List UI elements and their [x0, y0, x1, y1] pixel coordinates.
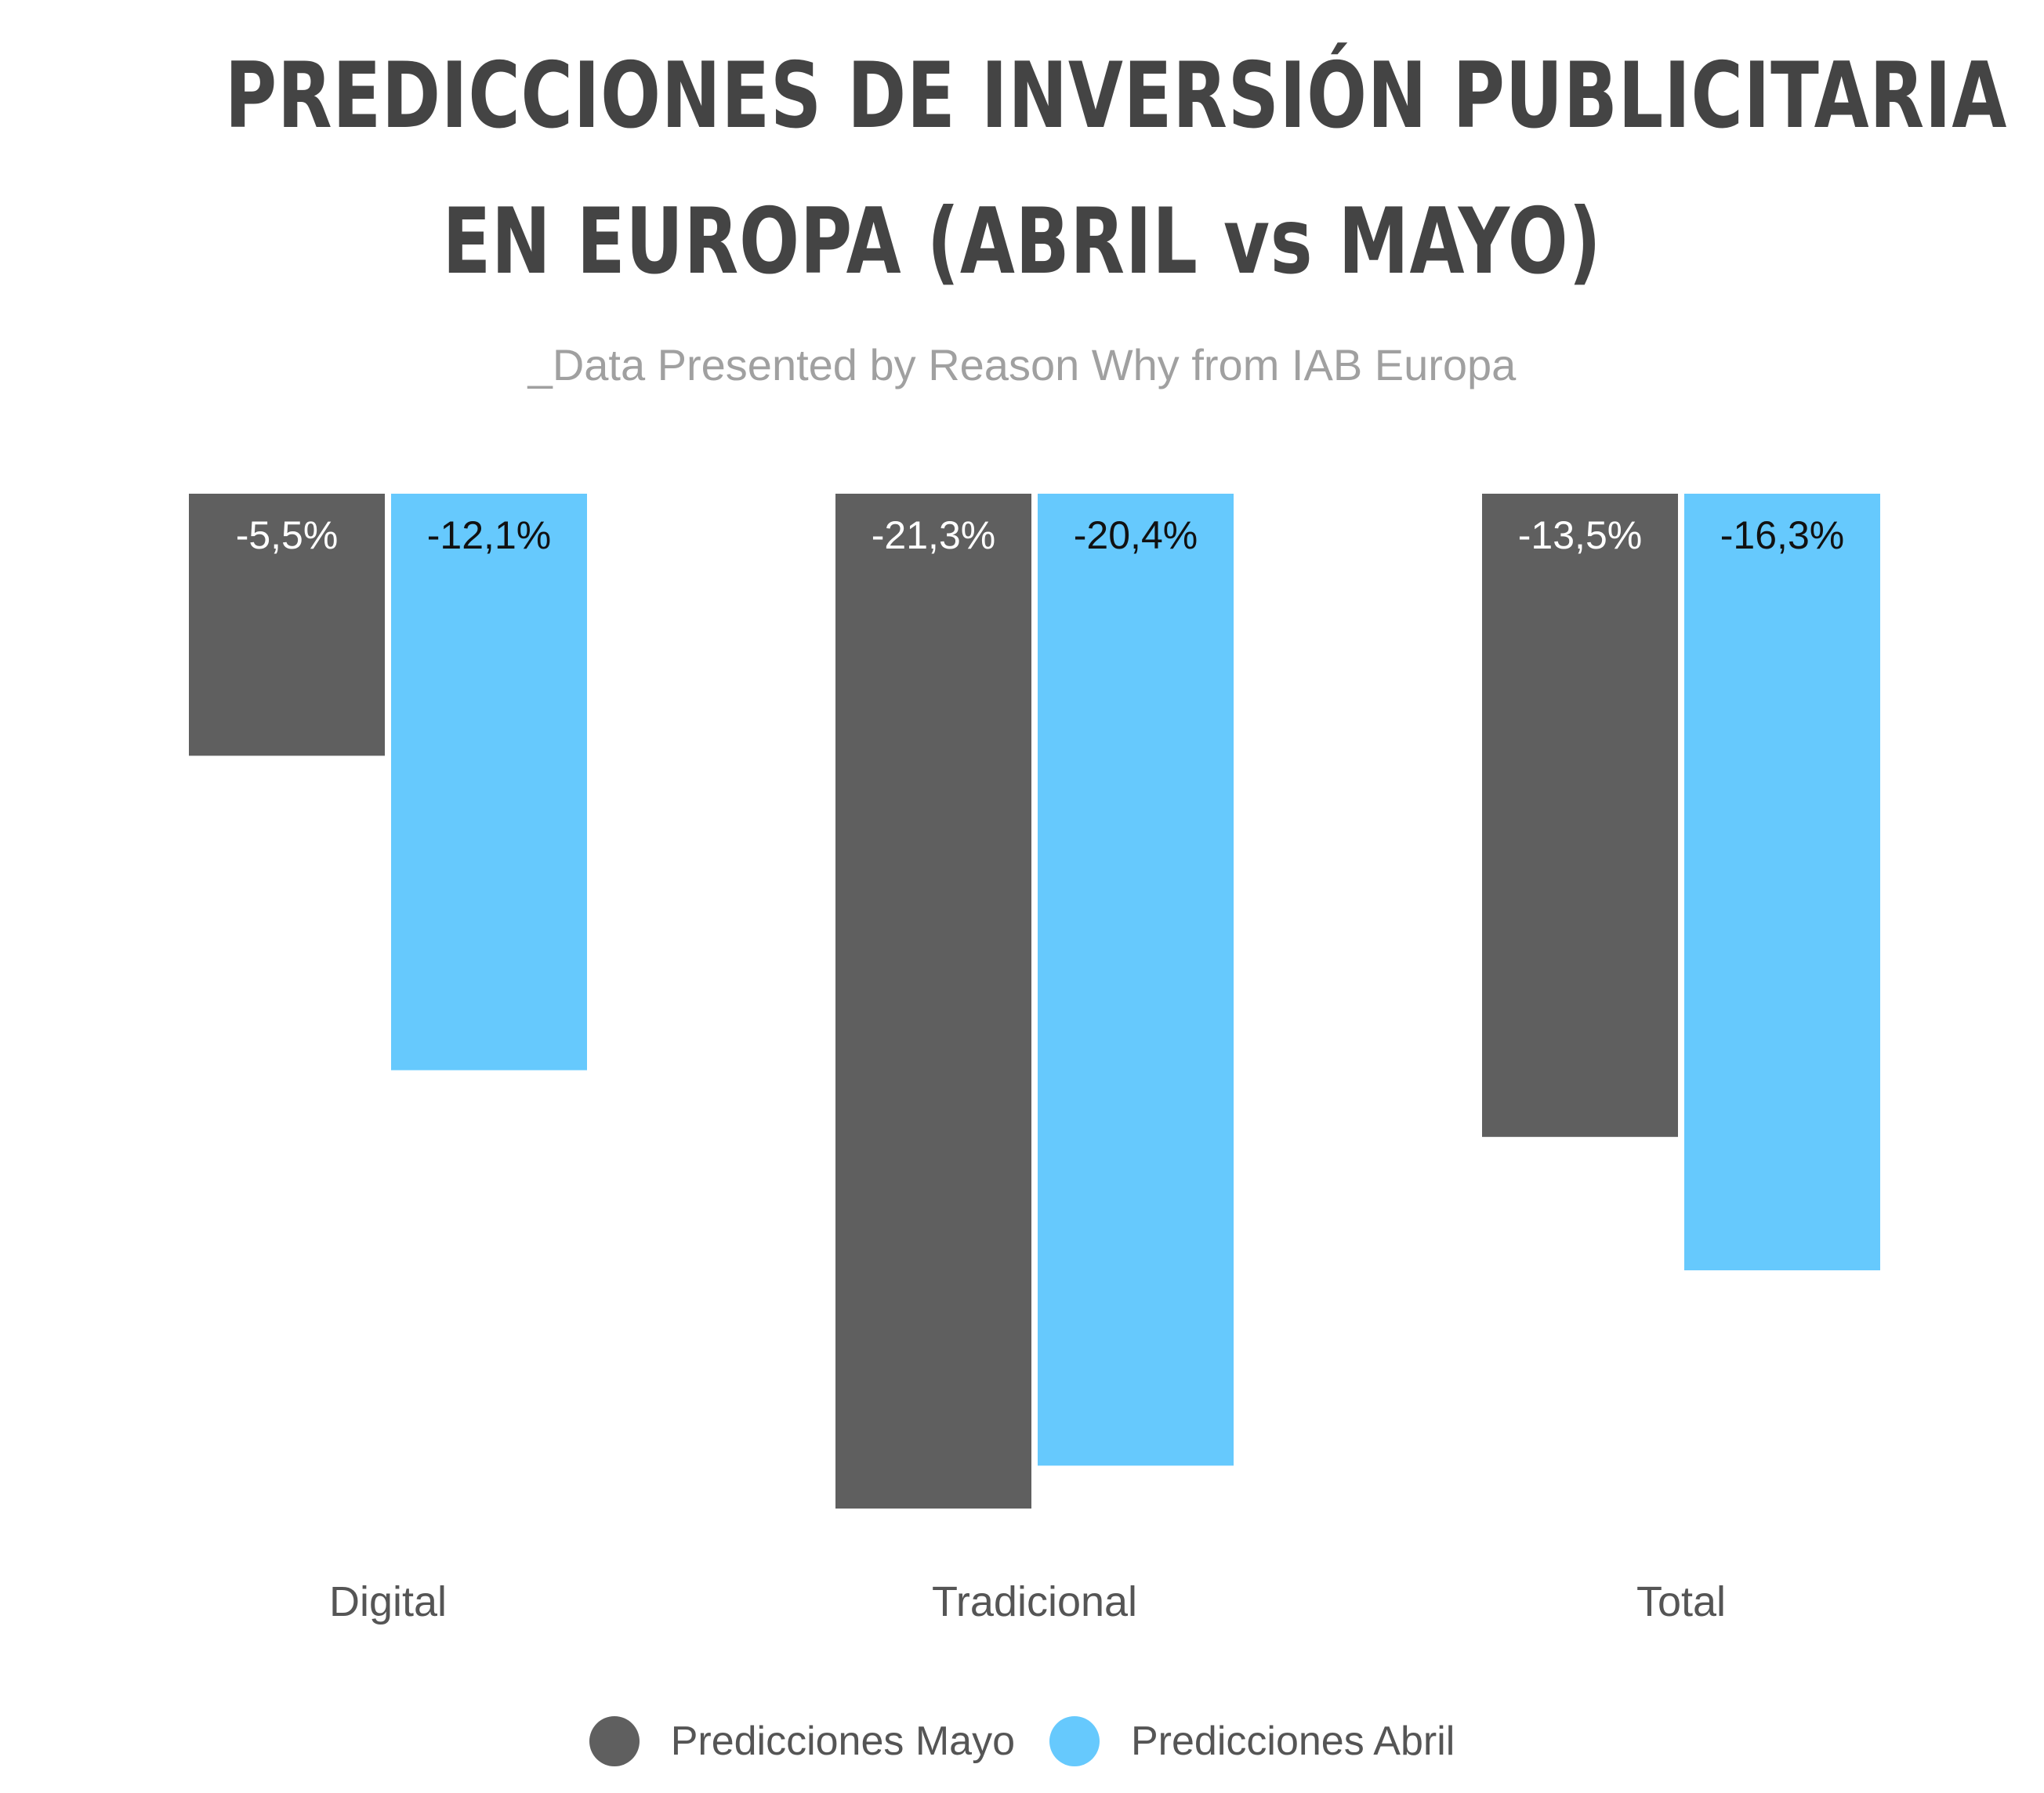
- chart-title-line-2: EN EUROPA (ABRIL vs MAYO): [442, 189, 1602, 295]
- category-label-total: Total: [1636, 1578, 1726, 1625]
- bar-abril-digital: [391, 494, 587, 1070]
- legend-label-mayo: Predicciones Mayo: [670, 1719, 1015, 1764]
- bar-abril-tradicional: [1038, 494, 1234, 1466]
- category-label-digital: Digital: [329, 1578, 447, 1625]
- data-label-mayo-tradicional: -21,3%: [872, 513, 995, 557]
- legend-swatch-abril: [1049, 1716, 1100, 1766]
- category-label-tradicional: Tradicional: [932, 1578, 1137, 1625]
- chart-title-line-1: PREDICCIONES DE INVERSIÓN PUBLICITARIA: [224, 43, 2008, 149]
- data-label-mayo-digital: -5,5%: [236, 513, 339, 557]
- legend-item-mayo: Predicciones Mayo: [589, 1716, 1015, 1766]
- legend-swatch-mayo: [589, 1716, 640, 1766]
- data-label-abril-tradicional: -20,4%: [1074, 513, 1198, 557]
- bar-abril-total: [1684, 494, 1880, 1271]
- legend-item-abril: Predicciones Abril: [1049, 1716, 1455, 1766]
- chart-subtitle: _Data Presented by Reason Why from IAB E…: [527, 340, 1517, 389]
- chart-legend: Predicciones Mayo Predicciones Abril: [0, 1716, 2044, 1766]
- data-label-abril-total: -16,3%: [1720, 513, 1844, 557]
- bar-mayo-total: [1482, 494, 1678, 1137]
- data-label-mayo-total: -13,5%: [1518, 513, 1642, 557]
- chart-title: PREDICCIONES DE INVERSIÓN PUBLICITARIA E…: [224, 24, 2008, 315]
- data-label-abril-digital: -12,1%: [427, 513, 551, 557]
- bar-mayo-digital: [189, 494, 385, 756]
- bar-mayo-tradicional: [835, 494, 1031, 1509]
- legend-label-abril: Predicciones Abril: [1131, 1719, 1455, 1764]
